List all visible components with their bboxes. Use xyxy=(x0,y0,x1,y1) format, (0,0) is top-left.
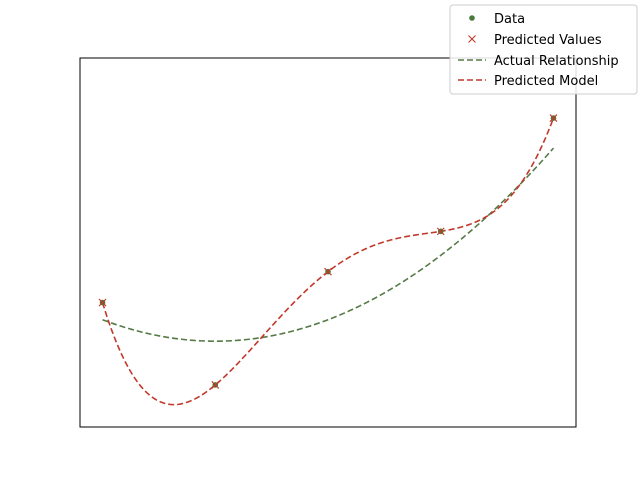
predicted-value-marker xyxy=(324,267,332,276)
predicted-value-marker xyxy=(98,298,107,307)
legend-marker-predicted-values xyxy=(468,35,476,43)
legend-label-data: Data xyxy=(494,12,525,27)
legend-label-predicted-model: Predicted Model xyxy=(494,74,598,89)
series-layer xyxy=(101,117,555,406)
legend-markers xyxy=(458,15,486,81)
predicted-value-marker xyxy=(211,381,220,389)
series-predicted-model-line xyxy=(101,117,555,406)
predicted-value-marker xyxy=(549,114,558,122)
legend-label-actual-relationship: Actual Relationship xyxy=(494,54,619,69)
points-layer xyxy=(98,114,558,389)
plot-frame xyxy=(79,57,577,428)
series-actual-relationship-line xyxy=(102,147,555,342)
legend-box xyxy=(449,4,638,95)
legend-marker-data xyxy=(469,15,475,21)
predicted-value-marker xyxy=(436,227,445,236)
legend: Data Predicted Values Actual Relationshi… xyxy=(449,4,638,95)
legend-label-predicted-values: Predicted Values xyxy=(494,33,602,48)
